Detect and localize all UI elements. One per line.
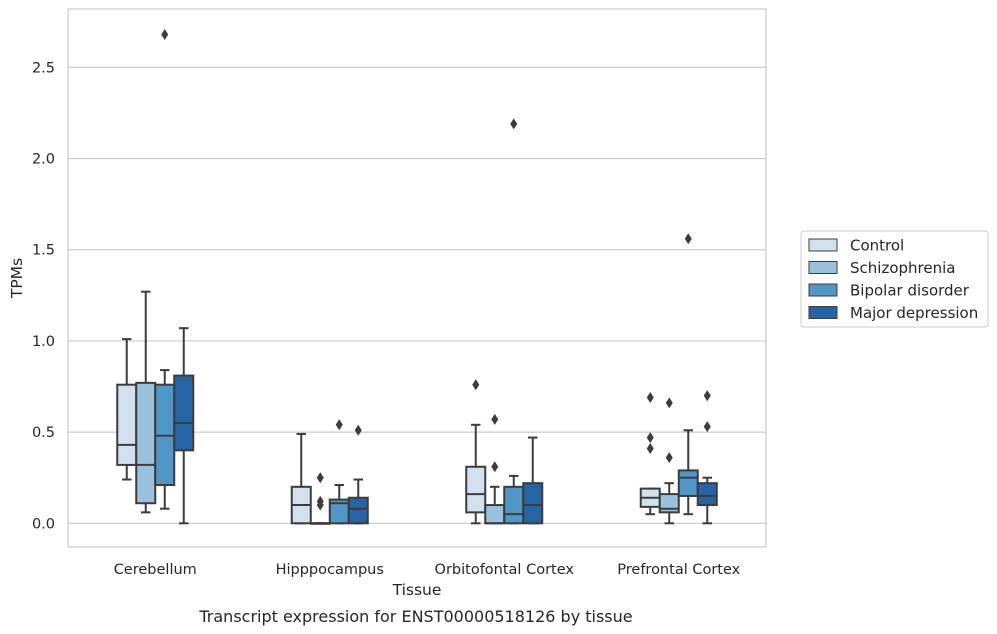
outlier-point xyxy=(665,452,673,464)
box-bipolar-disorder xyxy=(677,233,699,516)
outlier-point xyxy=(510,118,518,130)
legend-swatch xyxy=(808,306,838,319)
box-bipolar-disorder xyxy=(328,419,350,525)
box-iqr xyxy=(173,374,195,452)
y-tick-label: 0.5 xyxy=(32,425,55,441)
box-iqr xyxy=(347,496,369,525)
outlier-point xyxy=(665,397,673,409)
outlier-point xyxy=(161,29,169,41)
box-iqr xyxy=(116,383,138,466)
box-control xyxy=(290,432,312,525)
outlier-point xyxy=(646,391,654,403)
outlier-point xyxy=(703,421,711,433)
outlier-point xyxy=(472,379,480,391)
outlier-point xyxy=(684,233,692,245)
box-major-depression xyxy=(173,327,195,525)
legend: Control Schizophrenia Bipolar disorder Majo… xyxy=(800,230,989,328)
box-schizophrenia xyxy=(658,397,680,525)
x-tick-labels: Cerebellum Hipppocampus Orbitofontal Corte… xyxy=(114,562,741,578)
x-tick-label: Hipppocampus xyxy=(276,562,384,578)
y-tick-label: 2.0 xyxy=(32,152,55,168)
outlier-point xyxy=(491,413,499,425)
box-bipolar-disorder xyxy=(154,29,176,510)
box-major-depression xyxy=(522,436,544,525)
x-tick-label: Cerebellum xyxy=(114,562,197,578)
chart-caption: Transcript expression for ENST0000051812… xyxy=(198,607,632,626)
outlier-point xyxy=(335,419,343,431)
legend-frame xyxy=(800,230,989,328)
box-iqr xyxy=(503,485,525,525)
legend-label: Schizophrenia xyxy=(850,259,955,277)
box-iqr xyxy=(696,482,718,507)
y-tick-label: 0.0 xyxy=(32,516,55,532)
legend-label: Bipolar disorder xyxy=(850,282,970,300)
box-schizophrenia xyxy=(484,413,506,525)
legend-label: Control xyxy=(850,237,904,255)
legend-swatch xyxy=(808,261,838,274)
y-tick-label: 1.5 xyxy=(32,243,55,259)
legend-label: Major depression xyxy=(850,304,978,322)
box-iqr xyxy=(135,381,157,505)
box-schizophrenia xyxy=(135,290,157,514)
y-tick-label: 1.0 xyxy=(32,334,55,350)
legend-swatch xyxy=(808,283,838,297)
x-axis-label: Tissue xyxy=(392,581,442,599)
plot-frame xyxy=(67,8,767,548)
box-control xyxy=(465,379,487,525)
outlier-point xyxy=(703,390,711,402)
legend-swatch xyxy=(808,238,838,252)
x-tick-label: Orbitofontal Cortex xyxy=(435,562,575,578)
y-tick-label: 2.5 xyxy=(32,60,55,76)
box-major-depression xyxy=(696,390,718,525)
box-iqr xyxy=(484,504,506,525)
y-tick-labels: 0.0 0.5 1.0 1.5 2.0 2.5 xyxy=(32,60,55,532)
outlier-point xyxy=(491,461,499,473)
box-groups xyxy=(116,29,718,525)
outlier-point xyxy=(646,432,654,444)
box-control xyxy=(116,338,138,481)
outlier-point xyxy=(316,495,324,507)
box-iqr xyxy=(677,469,699,497)
box-schizophrenia xyxy=(309,472,331,525)
box-iqr xyxy=(522,482,544,525)
x-tick-label: Prefrontal Cortex xyxy=(617,562,740,578)
y-axis-label: TPMs xyxy=(8,258,26,299)
outlier-point xyxy=(646,443,654,455)
box-iqr xyxy=(465,465,487,514)
outlier-point xyxy=(316,472,324,484)
box-major-depression xyxy=(347,424,369,525)
outlier-point xyxy=(354,424,362,436)
